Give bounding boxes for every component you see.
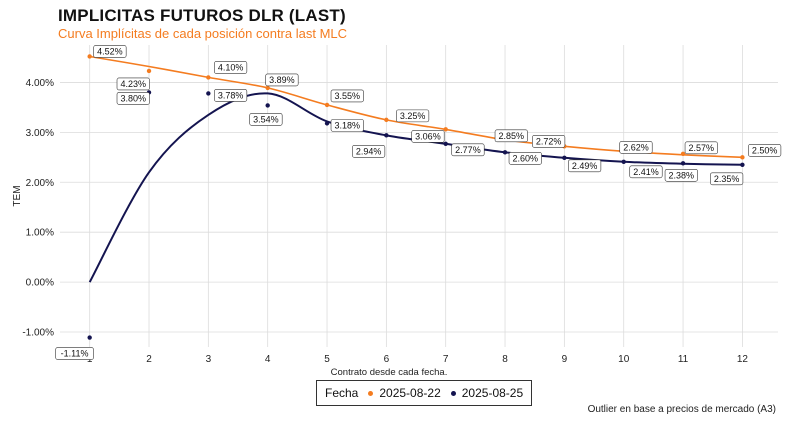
data-label-box	[710, 172, 744, 186]
y-axis-title: TEM	[12, 185, 23, 206]
data-label-box	[508, 152, 542, 165]
data-label-box	[116, 92, 150, 105]
data-label-box	[664, 169, 698, 182]
data-label-box	[249, 113, 283, 126]
data-point-2025-08-22	[206, 75, 211, 80]
x-tick-label: 11	[678, 354, 689, 365]
data-label-box	[396, 109, 430, 123]
data-label-box	[451, 143, 485, 157]
data-label: 3.80%	[120, 93, 146, 103]
data-point-2025-08-22	[324, 102, 330, 108]
x-tick-label: 3	[206, 354, 212, 365]
data-label-box	[214, 61, 248, 74]
data-label-box	[684, 141, 718, 155]
legend-label: 2025-08-25	[461, 386, 524, 400]
data-point-2025-08-25	[265, 103, 270, 108]
data-point-2025-08-25	[443, 141, 448, 147]
data-label: -1.11%	[61, 349, 89, 359]
data-point-2025-08-22	[740, 155, 745, 160]
data-label-box	[494, 129, 528, 143]
x-tick-label: 12	[737, 354, 749, 365]
data-label: 4.52%	[97, 46, 123, 56]
data-label: 2.38%	[669, 170, 695, 180]
data-point-2025-08-25	[384, 133, 389, 138]
y-tick-label: 3.00%	[26, 128, 54, 139]
data-label: 2.72%	[536, 136, 562, 146]
data-label-box	[116, 77, 150, 91]
data-label-box	[330, 89, 364, 103]
data-point-2025-08-22	[443, 127, 448, 132]
data-label-box	[532, 135, 566, 148]
data-point-2025-08-25	[324, 121, 330, 126]
data-point-2025-08-25	[740, 162, 745, 168]
data-point-2025-08-22	[384, 117, 389, 123]
data-label: 2.57%	[689, 143, 715, 153]
chart-subtitle: Curva Implícitas de cada posición contra…	[58, 26, 348, 41]
x-axis-title: Contrato desde cada fecha.	[331, 367, 448, 378]
data-label: 2.94%	[356, 146, 382, 156]
data-label: 3.54%	[253, 114, 279, 124]
x-tick-label: 6	[384, 354, 390, 365]
data-label-box	[265, 73, 299, 87]
data-label-box	[748, 144, 782, 157]
legend-item-2025-08-25: 2025-08-25	[450, 386, 524, 400]
data-label-box	[330, 119, 364, 132]
data-point-2025-08-25	[680, 161, 686, 166]
x-tick-label: 8	[502, 354, 508, 365]
y-tick-label: 0.00%	[26, 278, 54, 289]
data-label-box	[619, 141, 653, 154]
data-label: 3.55%	[335, 91, 361, 101]
x-tick-label: 5	[324, 354, 330, 365]
legend-title: Fecha	[325, 386, 359, 400]
legend-label: 2025-08-22	[379, 386, 441, 400]
data-label: 3.18%	[335, 120, 361, 130]
data-point-2025-08-25	[206, 91, 211, 96]
data-point-2025-08-25	[562, 155, 567, 161]
footnote-caption: Outlier en base a precios de mercado (A3…	[587, 404, 776, 415]
x-tick-label: 2	[146, 354, 152, 365]
data-label: 2.49%	[572, 161, 598, 171]
legend: Fecha 2025-08-22 2025-08-25	[316, 380, 533, 406]
data-label: 3.89%	[269, 75, 295, 85]
y-tick-label: 1.00%	[26, 228, 54, 239]
data-label: 3.06%	[415, 131, 441, 141]
x-tick-label: 7	[443, 354, 449, 365]
data-point-2025-08-22	[146, 68, 152, 74]
x-tick-label: 4	[265, 354, 271, 365]
data-label: 4.10%	[218, 62, 244, 72]
data-point-2025-08-25	[621, 159, 626, 165]
data-label: 3.25%	[400, 111, 426, 121]
data-label: 2.62%	[623, 142, 649, 152]
x-tick-label: 9	[562, 354, 568, 365]
data-label: 2.77%	[455, 145, 481, 155]
data-label: 3.78%	[218, 90, 244, 100]
x-tick-label: 10	[618, 354, 630, 365]
data-label: 2.85%	[499, 131, 525, 141]
y-tick-label: -1.00%	[22, 328, 54, 339]
data-label-box	[568, 159, 602, 173]
legend-item-2025-08-22: 2025-08-22	[368, 386, 441, 400]
data-label: 2.41%	[633, 167, 659, 177]
data-label: 4.23%	[120, 79, 146, 89]
data-point-2025-08-22	[680, 151, 686, 157]
data-point-2025-08-22	[265, 85, 270, 91]
y-tick-label: 4.00%	[26, 78, 54, 89]
data-label: 2.60%	[513, 153, 539, 163]
data-label-box	[411, 130, 445, 143]
legend-marker-navy	[450, 390, 456, 396]
data-label-box	[55, 347, 94, 360]
data-point-2025-08-25	[87, 335, 92, 340]
data-label: 2.35%	[714, 174, 740, 184]
legend-marker-orange	[368, 390, 374, 396]
y-tick-label: 2.00%	[26, 178, 54, 189]
data-point-2025-08-22	[87, 54, 92, 59]
chart-title: IMPLICITAS FUTUROS DLR (LAST)	[58, 6, 346, 25]
data-point-2025-08-25	[502, 150, 508, 155]
data-label-box	[214, 89, 248, 102]
data-label-box	[629, 165, 663, 179]
data-label-box	[93, 45, 127, 58]
data-label-box	[352, 145, 386, 158]
data-label: 2.50%	[752, 145, 778, 155]
